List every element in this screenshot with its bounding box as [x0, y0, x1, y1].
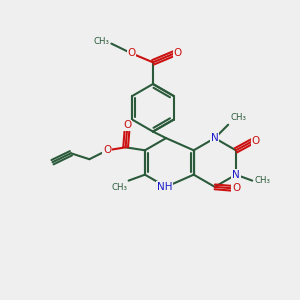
Text: CH₃: CH₃ [230, 113, 247, 122]
Text: O: O [252, 136, 260, 146]
Text: O: O [174, 48, 182, 59]
Text: NH: NH [157, 182, 172, 192]
Text: CH₃: CH₃ [111, 183, 127, 192]
Text: O: O [232, 183, 240, 193]
Text: CH₃: CH₃ [94, 37, 110, 46]
Text: O: O [103, 145, 111, 155]
Text: N: N [211, 133, 219, 143]
Text: CH₃: CH₃ [255, 176, 271, 185]
Text: O: O [128, 48, 136, 59]
Text: N: N [232, 170, 240, 180]
Text: O: O [123, 120, 131, 130]
